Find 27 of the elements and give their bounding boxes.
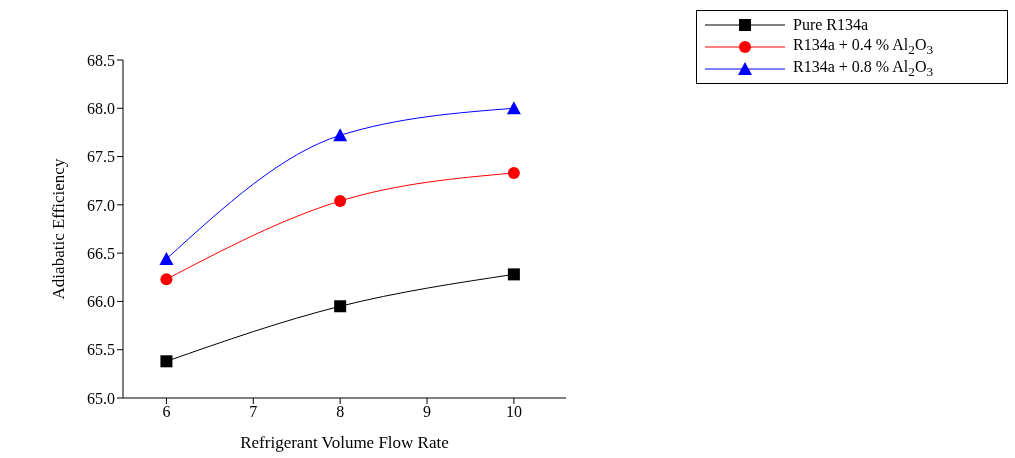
x-axis-title: Refrigerant Volume Flow Rate <box>240 433 449 452</box>
y-axis-title: Adiabatic Efficiency <box>49 158 69 300</box>
x-tick-label: 7 <box>249 403 258 421</box>
point <box>507 268 520 281</box>
y-tick-label: 68.0 <box>87 99 115 117</box>
point <box>333 128 348 142</box>
y-tick-label: 68.5 <box>87 51 115 69</box>
point <box>160 273 173 286</box>
x-tick-label: 6 <box>162 403 171 421</box>
point <box>334 194 347 207</box>
y-tick-label: 65.5 <box>87 341 115 359</box>
legend-label: R134a + 0.8 % Al$_{2}$O$_{3}$ <box>793 57 934 81</box>
point <box>506 101 521 115</box>
legend-label: Pure R134a <box>793 16 869 34</box>
legend-label: R134a + 0.4 % Al$_{2}$O$_{3}$ <box>793 35 934 59</box>
point <box>507 166 520 179</box>
x-tick-label: 10 <box>505 403 522 421</box>
y-tick-label: 66.0 <box>87 293 115 311</box>
y-tick-label: 66.5 <box>87 244 115 262</box>
x-tick-label: 8 <box>336 403 345 421</box>
y-tick-label: 65.0 <box>87 389 115 407</box>
y-tick-label: 67.5 <box>87 148 115 166</box>
point <box>159 251 174 265</box>
x-tick-label: 9 <box>423 403 432 421</box>
point <box>334 300 347 313</box>
y-tick-label: 67.0 <box>87 196 115 214</box>
point <box>160 355 173 368</box>
